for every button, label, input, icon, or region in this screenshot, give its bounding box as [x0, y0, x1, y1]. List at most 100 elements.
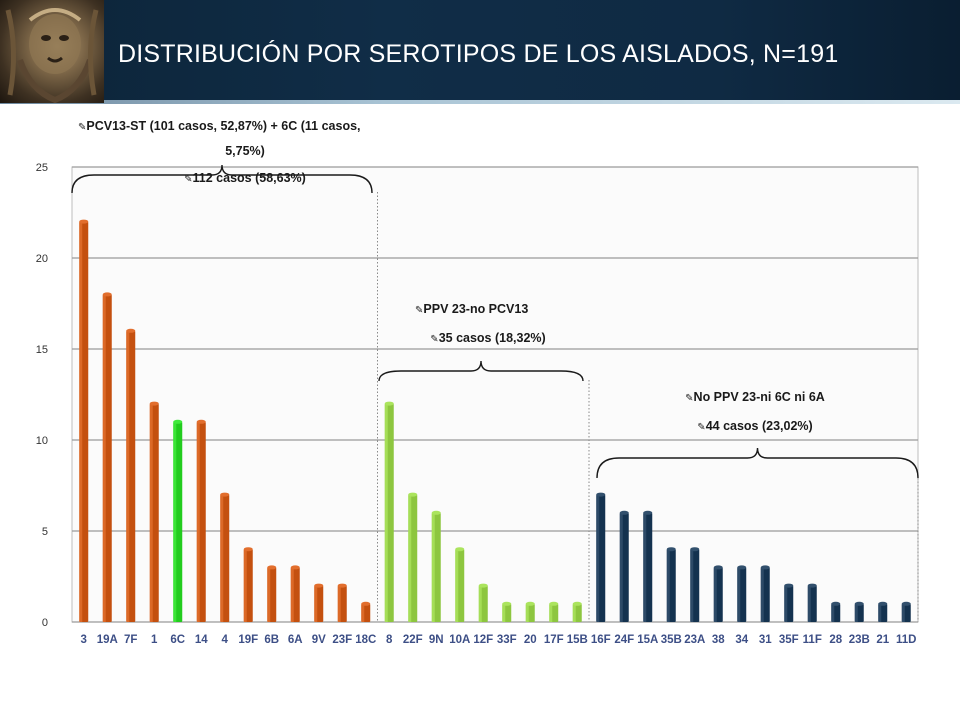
bar-cap-31	[760, 565, 770, 570]
bar-highlight-33F	[502, 603, 506, 622]
x-tick-label-19F: 19F	[238, 634, 258, 646]
annotation-text: 35 casos (18,32%)	[439, 331, 546, 345]
bar-cap-35B	[666, 547, 676, 552]
bar-highlight-14	[196, 421, 200, 622]
y-tick-label-0: 0	[42, 617, 48, 629]
bar-highlight-17F	[549, 603, 553, 622]
annotation-group3-line2: ✎44 casos (23,02%)	[697, 419, 812, 433]
bar-cap-3	[79, 219, 89, 224]
x-tick-label-9V: 9V	[312, 634, 326, 646]
annotation-group3-line1: ✎No PPV 23-ni 6C ni 6A	[685, 390, 825, 404]
bar-highlight-38	[713, 567, 717, 622]
slide-title: DISTRIBUCIÓN POR SEROTIPOS DE LOS AISLAD…	[118, 40, 839, 68]
bar-cap-35F	[784, 583, 794, 588]
bar-cap-18C	[361, 601, 371, 606]
annotation-text: PPV 23-no PCV13	[423, 302, 528, 316]
bar-cap-28	[831, 601, 841, 606]
bar-cap-1	[149, 401, 159, 406]
bar-highlight-6C	[173, 421, 177, 622]
bar-highlight-35B	[666, 549, 670, 622]
x-tick-label-9N: 9N	[429, 634, 444, 646]
bar-cap-9V	[314, 583, 324, 588]
bar-cap-19A	[102, 292, 112, 297]
bar-cap-10A	[455, 547, 465, 552]
x-tick-label-19A: 19A	[97, 634, 118, 646]
x-tick-label-35B: 35B	[661, 634, 682, 646]
x-tick-label-18C: 18C	[355, 634, 376, 646]
bullet-pen-icon: ✎	[697, 422, 705, 433]
x-tick-label-6A: 6A	[288, 634, 303, 646]
annotation-text: No PPV 23-ni 6C ni 6A	[694, 390, 825, 404]
bar-highlight-24F	[619, 512, 623, 622]
bar-highlight-20	[525, 603, 529, 622]
bar-highlight-28	[831, 603, 835, 622]
x-tick-label-1: 1	[151, 634, 158, 646]
bar-highlight-23B	[854, 603, 858, 622]
bar-highlight-1	[149, 403, 153, 622]
bar-highlight-11F	[807, 585, 811, 622]
bar-cap-20	[525, 601, 535, 606]
y-tick-label-15: 15	[36, 344, 48, 356]
bar-cap-12F	[478, 583, 488, 588]
bar-cap-22F	[408, 492, 418, 497]
bar-highlight-11D	[901, 603, 905, 622]
bar-highlight-3	[79, 221, 83, 622]
bar-cap-23B	[854, 601, 864, 606]
bar-highlight-6A	[290, 567, 294, 622]
bar-cap-6A	[290, 565, 300, 570]
bar-highlight-35F	[784, 585, 788, 622]
x-tick-label-3: 3	[81, 634, 87, 646]
x-tick-label-17F: 17F	[544, 634, 564, 646]
x-tick-label-10A: 10A	[449, 634, 470, 646]
bar-highlight-19A	[102, 294, 106, 622]
bar-highlight-12F	[478, 585, 482, 622]
bullet-pen-icon: ✎	[430, 334, 438, 345]
brace-pcv13	[71, 164, 373, 194]
brace-no-ppv23	[596, 447, 919, 479]
y-tick-label-5: 5	[42, 526, 48, 538]
annotation-group2-line2: ✎35 casos (18,32%)	[430, 331, 545, 345]
x-tick-label-12F: 12F	[473, 634, 493, 646]
bullet-pen-icon: ✎	[415, 305, 423, 316]
bar-highlight-22F	[408, 494, 412, 622]
annotation-text: 44 casos (23,02%)	[706, 419, 813, 433]
bar-highlight-15A	[643, 512, 647, 622]
bar-cap-9N	[431, 510, 441, 515]
x-tick-label-24F: 24F	[614, 634, 634, 646]
carved-figure-icon	[5, 8, 99, 103]
annotation-text: 112 casos (58,63%)	[193, 171, 306, 185]
bar-cap-17F	[549, 601, 559, 606]
y-tick-label-20: 20	[36, 253, 48, 265]
x-tick-label-11D: 11D	[896, 634, 916, 646]
bar-highlight-34	[737, 567, 741, 622]
bar-cap-24F	[619, 510, 629, 515]
brace-ppv23	[378, 360, 584, 382]
annotation-group1-line1: ✎PCV13-ST (101 casos, 52,87%) + 6C (11 c…	[78, 119, 361, 133]
x-tick-label-6B: 6B	[264, 634, 279, 646]
bar-cap-7F	[126, 328, 136, 333]
bar-cap-19F	[243, 547, 253, 552]
bar-cap-4	[220, 492, 230, 497]
x-tick-label-14: 14	[195, 634, 208, 646]
bar-cap-6B	[267, 565, 277, 570]
plot-area	[71, 166, 919, 623]
x-tick-label-8: 8	[386, 634, 393, 646]
bar-highlight-15B	[572, 603, 576, 622]
bar-cap-15A	[643, 510, 653, 515]
x-tick-label-4: 4	[222, 634, 229, 646]
bar-cap-15B	[572, 601, 582, 606]
bar-cap-23F	[337, 583, 347, 588]
bar-cap-38	[713, 565, 723, 570]
annotation-text: 5,75%)	[225, 144, 265, 158]
bar-highlight-8	[384, 403, 388, 622]
bar-cap-14	[196, 419, 206, 424]
annotation-group2-line1: ✎PPV 23-no PCV13	[415, 302, 528, 316]
bullet-pen-icon: ✎	[184, 174, 192, 185]
bullet-pen-icon: ✎	[685, 393, 693, 404]
x-tick-label-15B: 15B	[567, 634, 588, 646]
x-tick-label-31: 31	[759, 634, 772, 646]
bar-highlight-10A	[455, 549, 459, 622]
x-tick-label-23A: 23A	[684, 634, 705, 646]
bar-cap-11F	[807, 583, 817, 588]
